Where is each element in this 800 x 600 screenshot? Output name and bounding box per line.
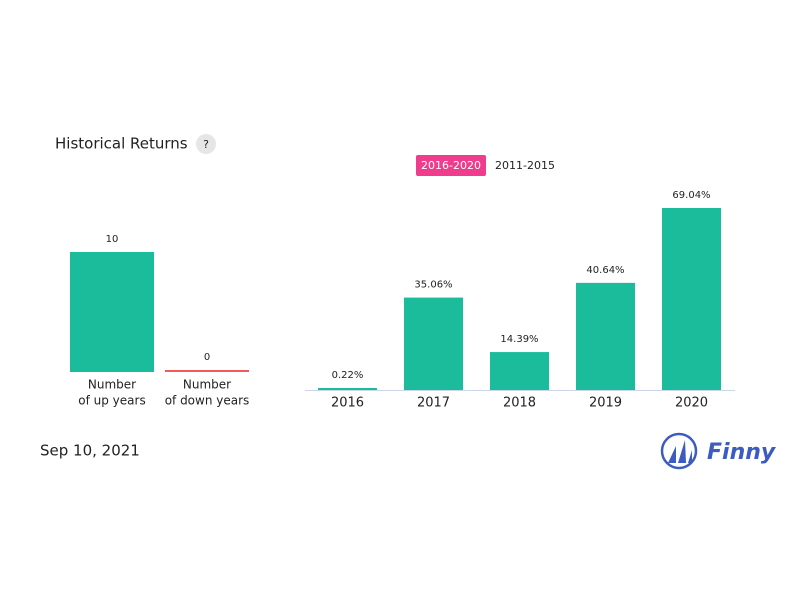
logo-text: Finny — [707, 440, 777, 465]
bar — [576, 282, 635, 390]
value-label: 14.39% — [500, 334, 538, 345]
date: Sep 10, 2021 — [40, 442, 140, 460]
bar — [404, 297, 463, 390]
value-label: 10 — [106, 234, 119, 245]
x-tick-label: of down years — [165, 394, 250, 408]
x-tick-label: 2017 — [417, 396, 450, 411]
tab-label[interactable]: 2016-2020 — [421, 159, 481, 172]
value-label: 35.06% — [414, 280, 452, 291]
x-tick-label: Number — [88, 378, 136, 392]
section-title: Historical Returns — [55, 135, 188, 153]
value-label: 40.64% — [586, 265, 624, 276]
logo-icon — [660, 432, 698, 470]
value-label: 0 — [204, 352, 210, 363]
logo-sails — [668, 440, 692, 463]
help-icon[interactable]: ? — [203, 138, 209, 151]
help-button[interactable] — [196, 134, 216, 154]
bar — [662, 208, 721, 390]
value-label: 0.22% — [332, 370, 364, 381]
value-label: 69.04% — [672, 190, 710, 201]
bar — [490, 352, 549, 390]
x-tick-label: of up years — [78, 394, 145, 408]
bar — [70, 252, 154, 372]
tab-active[interactable] — [416, 155, 486, 176]
tab-label[interactable]: 2011-2015 — [495, 159, 555, 172]
x-tick-label: 2016 — [331, 396, 364, 411]
bar — [165, 370, 249, 372]
x-tick-label: 2018 — [503, 396, 536, 411]
x-tick-label: 2020 — [675, 396, 708, 411]
bar — [318, 388, 377, 390]
x-tick-label: 2019 — [589, 396, 622, 411]
x-tick-label: Number — [183, 378, 231, 392]
